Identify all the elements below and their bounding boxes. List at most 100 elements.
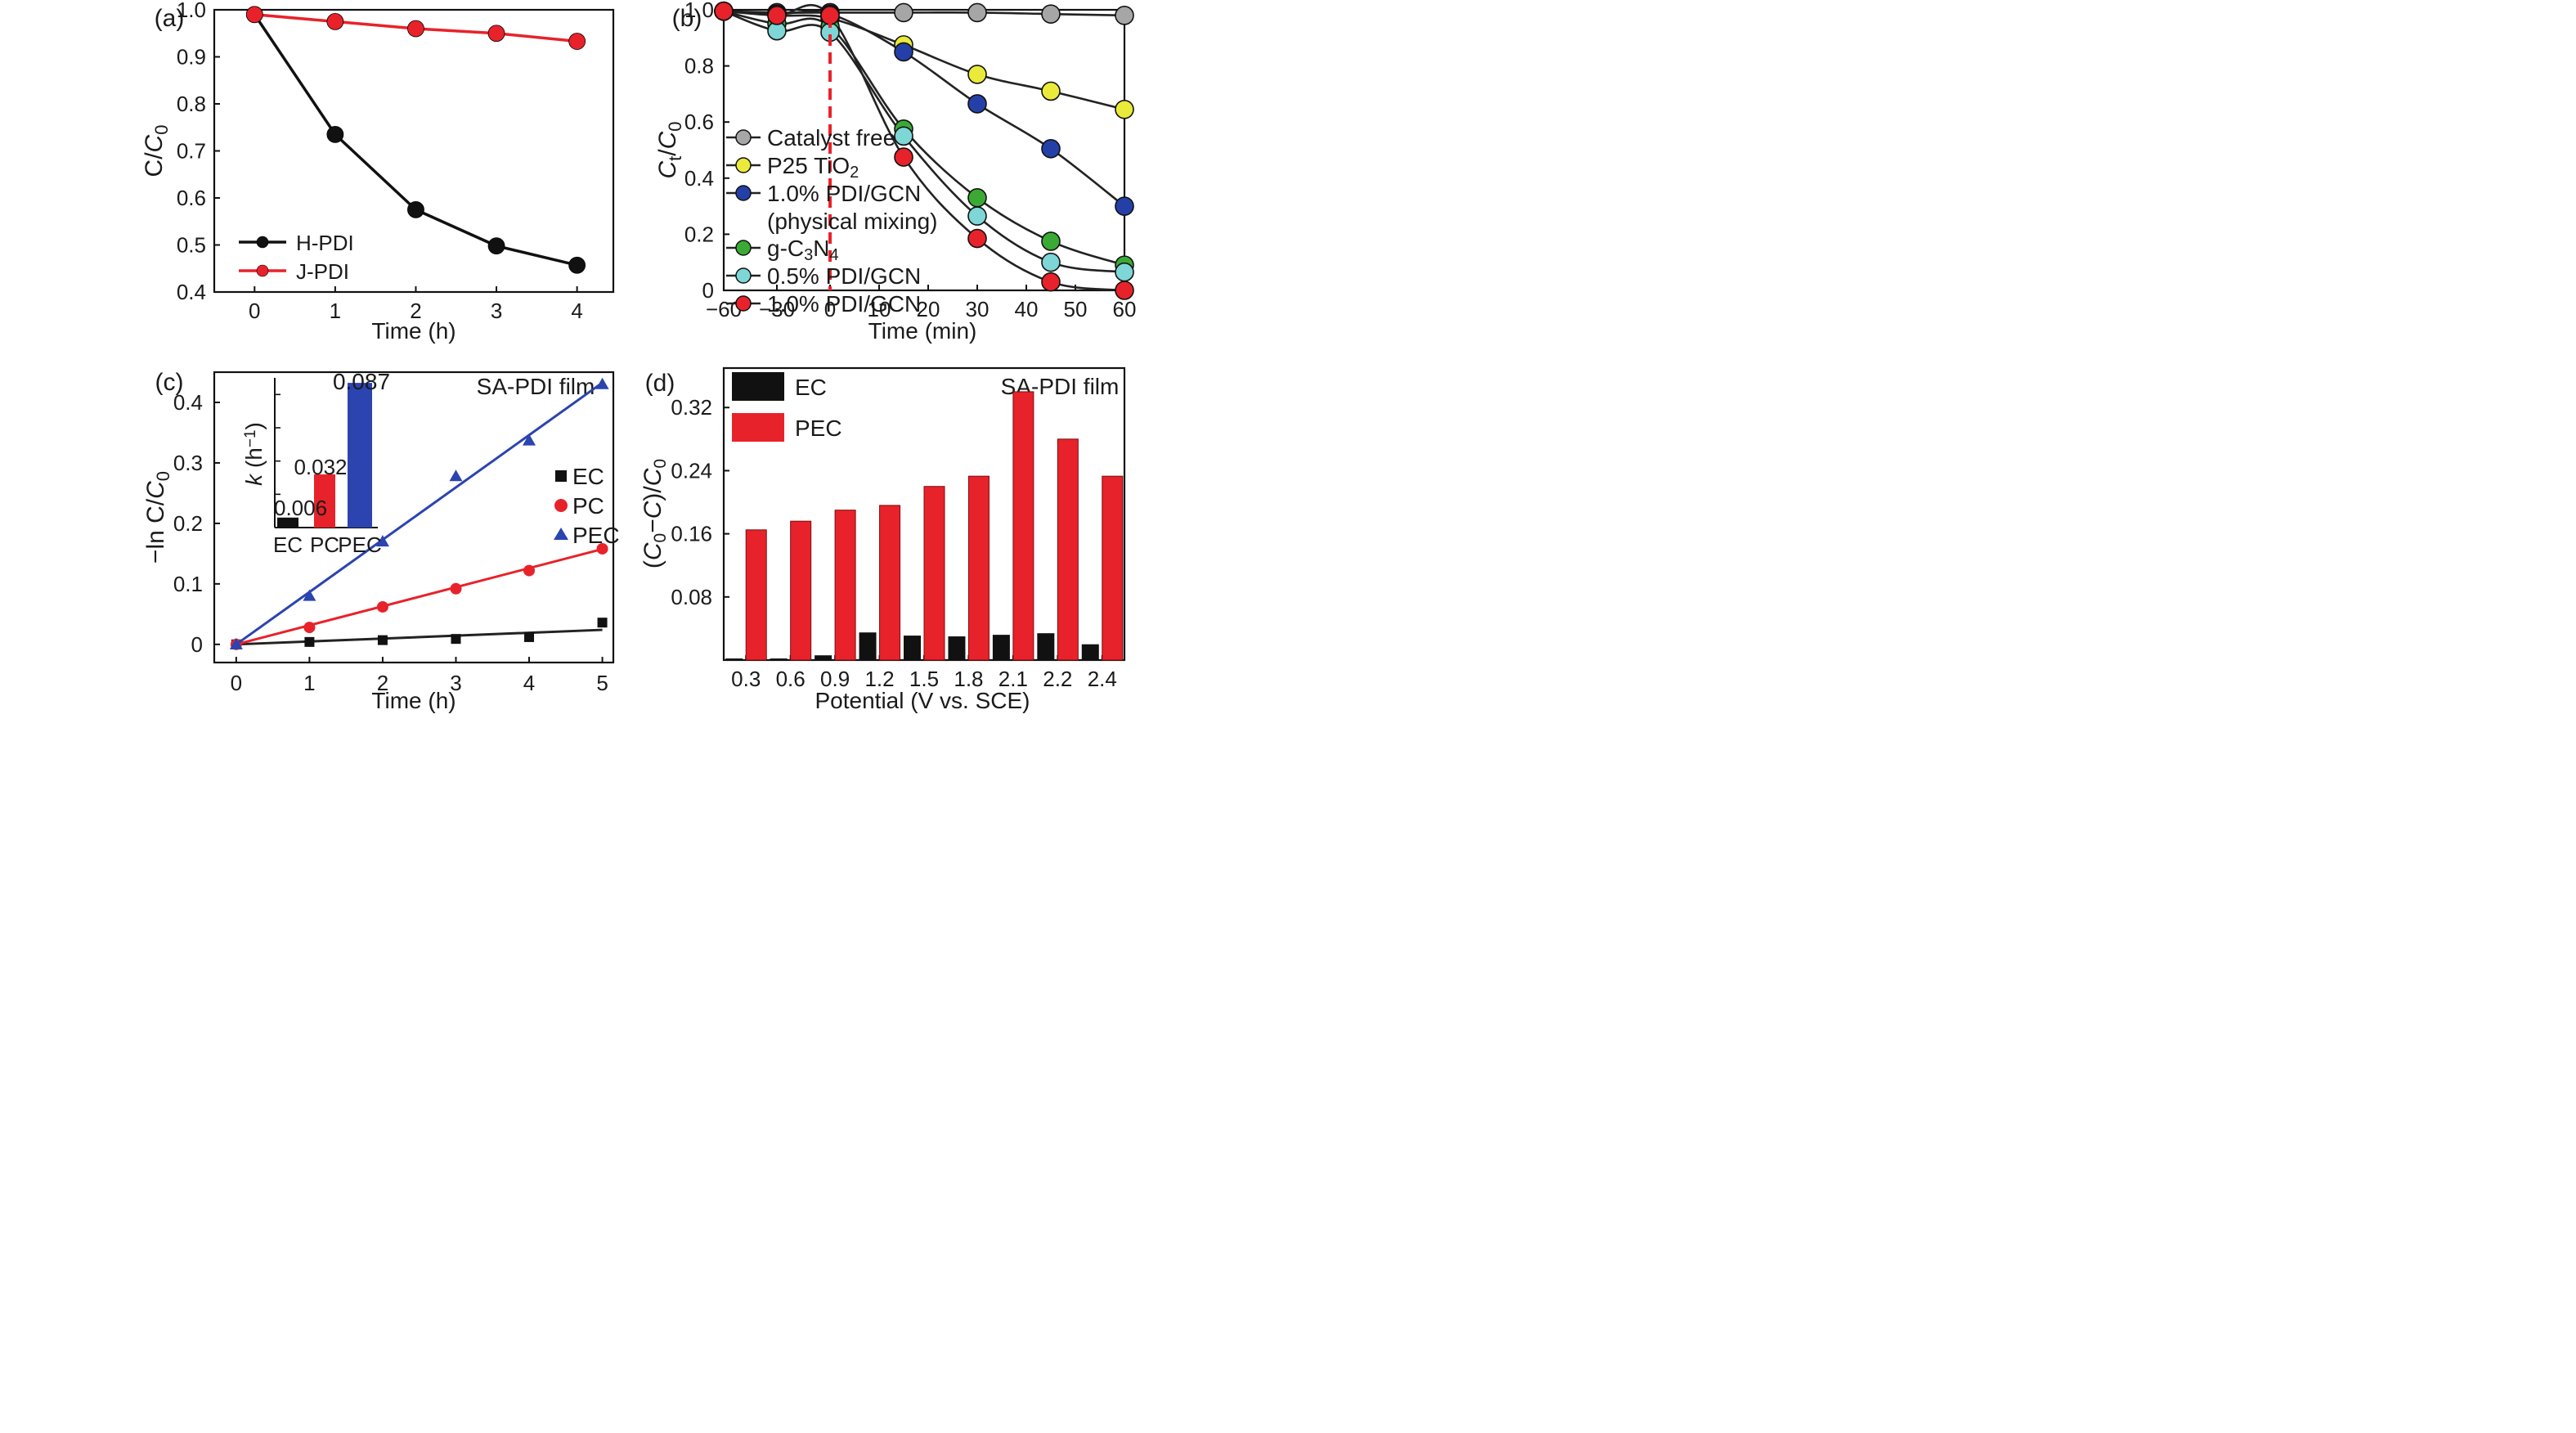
y-tick-label: 0 (191, 632, 203, 657)
data-point (377, 635, 388, 645)
data-point (1041, 81, 1061, 101)
inset-value-label: 0.032 (294, 455, 347, 479)
legend-label: EC (572, 464, 604, 489)
legend-marker (735, 129, 752, 146)
legend-label: H-PDI (296, 231, 354, 255)
y-tick-label: 0.4 (684, 166, 714, 191)
x-tick-label: 0.6 (776, 667, 806, 691)
x-tick-label: −60 (706, 297, 742, 321)
x-axis-label: Time (h) (371, 688, 456, 713)
plot-frame (213, 371, 615, 664)
x-tick-label: 0 (249, 299, 260, 323)
data-point (451, 634, 461, 645)
data-point (894, 42, 913, 62)
y-tick-label: 0.8 (177, 92, 206, 116)
x-tick-label: 2.4 (1088, 667, 1117, 691)
bar-pec (967, 475, 990, 661)
x-tick-label: 1 (303, 671, 315, 695)
data-point (967, 206, 987, 226)
data-point (1041, 252, 1061, 272)
data-point (523, 564, 536, 577)
data-point (596, 542, 608, 555)
x-axis-label: Time (min) (868, 318, 977, 344)
panel-a: (a) 0 1 2 3 4 0.4 0.5 0.6 0.7 0.8 0.9 1.0 Time (h) C/C… (141, 0, 615, 344)
data-point (375, 535, 389, 547)
y-axis-label: C/C0 (141, 125, 172, 177)
x-axis-label: Time (h) (371, 318, 456, 344)
y-tick-label: 0.2 (173, 511, 203, 536)
inset-value-label: 0.087 (333, 369, 390, 394)
x-tick-label: 2 (377, 671, 388, 695)
data-point (894, 126, 913, 146)
y-axis-label: Ct/C0 (654, 121, 685, 178)
y-tick-label: 0.24 (671, 458, 712, 483)
bar-pec (790, 520, 812, 661)
bar-ec (948, 636, 966, 660)
data-point (714, 1, 734, 21)
legend-marker (256, 264, 269, 277)
plot-frame (722, 8, 1126, 292)
y-tick-label: 0 (702, 278, 714, 303)
data-point (1115, 262, 1134, 282)
x-tick-label: 5 (596, 671, 608, 695)
data-point (524, 631, 535, 642)
x-tick-label: −30 (759, 297, 795, 321)
data-point (304, 636, 315, 647)
plot-frame (213, 8, 615, 294)
data-point (595, 377, 609, 389)
inset-y-label: k (h−1) (241, 422, 267, 486)
x-tick-label: 0.9 (820, 667, 850, 691)
data-point (523, 433, 536, 446)
legend-label: 0.5% PDI/GCN (767, 263, 921, 289)
x-tick-label: 20 (917, 297, 940, 321)
x-tick-label: 1.2 (864, 667, 894, 691)
data-point (450, 582, 462, 595)
y-axis-label: (C0−C)/C0 (640, 459, 670, 568)
panel-label: (c) (155, 369, 184, 396)
data-point (407, 200, 424, 218)
panel-label: (d) (645, 370, 675, 397)
bar-pec (745, 529, 767, 661)
x-tick-label: 1.5 (909, 667, 939, 691)
x-tick-label: 30 (966, 297, 990, 321)
legend-label: g-C3N4 (767, 236, 839, 264)
data-point (487, 25, 505, 43)
data-point (1041, 231, 1061, 251)
y-tick-label: 0.4 (173, 390, 203, 415)
data-point (449, 469, 463, 482)
x-tick-label: 2 (410, 299, 421, 323)
data-point (767, 6, 787, 25)
data-point (326, 125, 344, 143)
data-point (967, 188, 987, 208)
legend-label: Catalyst free (767, 125, 895, 150)
data-point (568, 33, 586, 50)
bar-pec (923, 486, 945, 661)
series-line-h-pdi (253, 13, 578, 267)
y-tick-label: 0.1 (173, 572, 203, 596)
y-tick-label: 0.4 (177, 280, 206, 304)
bar-pec (879, 505, 901, 661)
x-tick-label: 10 (868, 297, 891, 321)
panel-label: (b) (672, 5, 702, 32)
legend-label: 1.0% PDI/GCN (767, 181, 921, 206)
legend-swatch-ec (732, 372, 784, 401)
y-tick-label: 0.9 (177, 45, 206, 70)
x-tick-label: 3 (491, 299, 502, 323)
y-tick-label: 0.6 (177, 186, 206, 210)
data-point (303, 622, 316, 634)
legend-label: EC (795, 375, 827, 400)
y-tick-label: 1.0 (177, 0, 206, 22)
legend-swatch-pec (732, 413, 784, 442)
data-point (326, 12, 344, 30)
data-point (1115, 281, 1134, 300)
x-tick-label: 0 (231, 671, 242, 695)
bar-pec (1012, 391, 1034, 661)
data-point (407, 20, 424, 38)
inset-bar-pc (314, 474, 335, 528)
legend-label: P25 TiO2 (767, 153, 859, 182)
panel-b: (b) −60 −30 0 10 20 30 40 50 60 0 0.2 0.4 0.6 0.8 1.0 Ti… (654, 0, 1136, 344)
inset-bar-ec (277, 517, 298, 528)
inset-value-label: 0.006 (274, 496, 327, 520)
x-tick-label: 1.8 (954, 667, 983, 691)
x-tick-label: 0.3 (731, 667, 761, 691)
